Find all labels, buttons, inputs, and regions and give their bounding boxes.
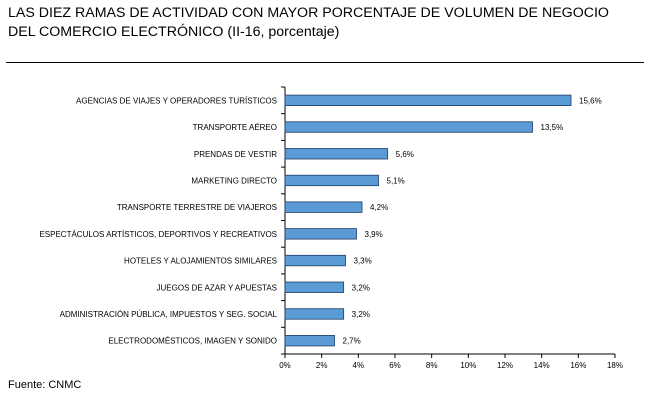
source-note: Fuente: CNMC bbox=[8, 379, 82, 391]
value-label: 3,3% bbox=[354, 257, 372, 266]
category-label: JUEGOS DE AZAR Y APUESTAS bbox=[157, 283, 277, 292]
value-label: 13,5% bbox=[541, 123, 564, 132]
x-tick-label: 12% bbox=[497, 361, 513, 370]
category-label: ELECTRODOMÉSTICOS, IMAGEN Y SONIDO bbox=[108, 337, 277, 346]
x-tick-label: 18% bbox=[607, 361, 623, 370]
value-label: 3,2% bbox=[352, 310, 370, 319]
bar bbox=[284, 334, 335, 347]
title-divider bbox=[6, 62, 644, 63]
chart-title: LAS DIEZ RAMAS DE ACTIVIDAD CON MAYOR PO… bbox=[8, 4, 644, 42]
bar bbox=[284, 94, 572, 106]
bar bbox=[284, 228, 357, 240]
x-tick-label: 8% bbox=[426, 361, 438, 370]
value-label: 5,1% bbox=[387, 176, 405, 185]
value-label: 15,6% bbox=[579, 96, 602, 105]
category-label: TRANSPORTE TERRESTRE DE VIAJEROS bbox=[117, 203, 277, 212]
bar bbox=[284, 148, 389, 160]
bar bbox=[284, 254, 346, 267]
x-tick-label: 14% bbox=[534, 361, 550, 370]
value-label: 4,2% bbox=[370, 203, 388, 212]
value-label: 3,9% bbox=[365, 230, 383, 239]
category-label: PRENDAS DE VESTIR bbox=[194, 150, 277, 159]
bar bbox=[284, 174, 379, 187]
category-label: ADMINISTRACIÓN PÚBLICA, IMPUESTOS Y SEG.… bbox=[60, 310, 278, 319]
category-label: HOTELES Y ALOJAMIENTOS SIMILARES bbox=[124, 257, 277, 266]
x-tick-label: 4% bbox=[353, 361, 365, 370]
chart-title-line-2: DEL COMERCIO ELECTRÓNICO (II-16, porcent… bbox=[8, 24, 340, 40]
x-tick-label: 10% bbox=[460, 361, 476, 370]
x-tick-label: 2% bbox=[316, 361, 328, 370]
bar bbox=[284, 121, 533, 133]
bar bbox=[284, 281, 345, 293]
x-tick-label: 0% bbox=[279, 361, 291, 370]
x-tick-label: 16% bbox=[570, 361, 586, 370]
category-label: MARKETING DIRECTO bbox=[191, 176, 277, 185]
bar bbox=[284, 201, 363, 213]
value-label: 3,2% bbox=[352, 283, 370, 292]
category-label: ESPECTÁCULOS ARTÍSTICOS, DEPORTIVOS Y RE… bbox=[39, 230, 277, 239]
chart-title-line-1: LAS DIEZ RAMAS DE ACTIVIDAD CON MAYOR PO… bbox=[8, 5, 609, 21]
value-label: 2,7% bbox=[343, 337, 361, 346]
x-tick-label: 6% bbox=[389, 361, 401, 370]
category-label: AGENCIAS DE VIAJES Y OPERADORES TURÍSTIC… bbox=[76, 96, 277, 105]
category-label: TRANSPORTE AÉREO bbox=[193, 123, 277, 132]
value-label: 5,6% bbox=[396, 150, 414, 159]
bar bbox=[284, 308, 345, 320]
